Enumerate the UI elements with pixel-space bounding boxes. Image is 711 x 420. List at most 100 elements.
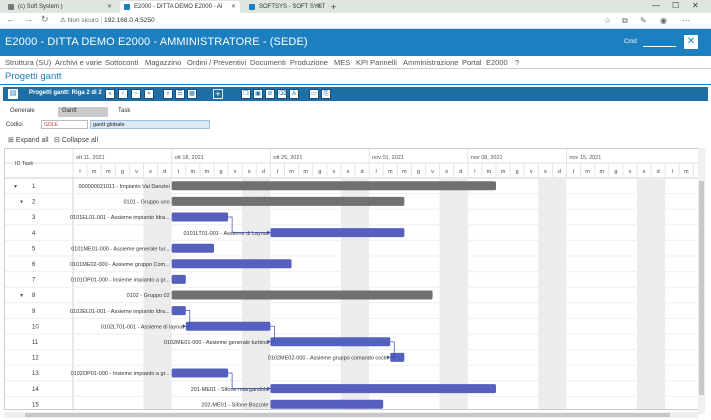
task-bar[interactable] [390,352,405,362]
summary-bar[interactable] [171,196,405,206]
page-title: Progetti gantt [5,71,62,82]
day-letter: m [684,169,689,175]
nav-button[interactable]: ‹ [118,89,128,99]
menu-item[interactable]: Sottoconti [105,58,139,67]
menu-item[interactable]: KPI Pannelli [356,58,397,67]
app-close-button[interactable]: ✕ [684,35,698,49]
weekend-shade [552,178,567,409]
menu-item[interactable]: Documenti [250,58,286,67]
vertical-scroll-thumb[interactable] [699,181,704,395]
maximize-icon[interactable]: ☐ [672,1,680,10]
row-expander-icon[interactable]: ▾ [14,183,17,190]
menu-item[interactable]: Magazzino [145,58,182,67]
cancel-icon[interactable]: ⊘ [265,89,275,99]
dependency-arrow [267,386,271,391]
window-close-icon[interactable]: ✕ [692,1,699,10]
search-icon[interactable]: ⌕ [163,89,173,99]
font-icon[interactable]: A [289,89,299,99]
document-icon[interactable]: ▭ [309,89,319,99]
nav-button[interactable]: » [144,89,154,99]
task-label: 201-ME01 - Sifone miargandola [191,387,270,393]
task-bar[interactable] [171,259,292,269]
task-bar[interactable] [171,306,186,316]
row-id: 10 [32,324,39,330]
task-bar[interactable] [171,243,214,253]
task-bar[interactable] [270,337,391,347]
dependency-arrow [182,324,186,329]
menu-item[interactable]: Archivi e varie [55,58,103,67]
collapse-all-button[interactable]: ⊟ Collapse all [54,137,98,144]
minimize-icon[interactable]: — [652,1,660,10]
menu-item[interactable]: MES [334,58,351,67]
url-field[interactable]: ⚠ Non sicuro | 192.168.0.4:5250 [60,17,155,24]
task-bar[interactable] [270,384,496,394]
print-icon[interactable]: ▤ [8,89,18,99]
expand-all-button[interactable]: ⊞ Expand all [8,137,49,144]
menu-item[interactable]: E2000 [486,58,508,67]
task-bar[interactable] [171,212,229,222]
reload-icon[interactable]: ↻ [41,14,49,24]
browser-tab[interactable]: SOFTSYS - SOFT SYSTEM SRL -✕ [245,1,325,13]
add-icon[interactable]: + [213,89,223,99]
row-expander-icon[interactable]: ▾ [20,292,23,299]
row-id: 9 [32,309,36,315]
browser-tab-label: E2000 - DITTA DEMO E2000 - AI [134,4,223,10]
delete-icon[interactable]: ⌫ [277,89,287,99]
codici-code-field[interactable]: GOLE [41,120,88,129]
task-bar[interactable] [171,368,229,378]
row-id: 11 [32,340,39,346]
tab-gantt[interactable]: Gantt [58,107,108,117]
browser-tab[interactable]: (c) Soft System ) ✕ [4,1,116,13]
copy-icon[interactable]: ❐ [241,89,251,99]
collections-icon[interactable]: ⧉ [622,16,628,25]
day-letter: m [402,169,407,175]
list-icon[interactable]: ☰ [175,89,185,99]
row-id: 1 [32,184,36,190]
browser-tab[interactable]: E2000 - DITTA DEMO E2000 - AI ✕ [120,1,240,13]
day-letter: g [121,169,124,175]
menu-item[interactable]: ? [515,58,520,67]
menu-item[interactable]: Amministrazione [403,58,459,67]
nav-button[interactable]: › [131,89,141,99]
more-icon[interactable]: ⋯ [682,16,690,25]
menu-item[interactable]: Ordini / Preventivi [187,58,247,67]
summary-bar[interactable] [171,290,433,300]
forward-icon[interactable]: → [24,14,33,24]
day-letter: m [501,169,506,175]
tab-close-icon[interactable]: ✕ [230,4,236,10]
attach-icon[interactable]: ⎘ [321,89,331,99]
task-label: 0102ME02-000 - Assieme gruppo comando co… [268,356,388,362]
back-icon[interactable]: ← [6,14,15,24]
nav-button[interactable]: « [105,89,115,99]
extensions-icon[interactable]: ✎ [640,16,647,25]
row-expander-icon[interactable]: ▾ [20,199,23,206]
task-label: 0102 - Gruppo 02 [127,293,170,299]
favorites-icon[interactable]: ☆ [604,16,612,25]
weekend-shade [651,178,666,409]
task-bar[interactable] [171,274,186,284]
tab-favicon-icon [124,4,130,10]
task-bar[interactable] [270,399,384,409]
week-label: nov 01, 2021 [372,155,404,161]
tab-generale[interactable]: Generale [10,108,35,114]
codici-description-field[interactable]: gantt globale [90,120,210,129]
menu-item[interactable]: Struttura (SU) [5,58,52,67]
day-letter: v [234,169,237,175]
profile-icon[interactable]: ◉ [660,16,667,25]
menu-item[interactable]: Produzione [290,58,328,67]
day-letter: m [585,169,590,175]
tab-close-icon[interactable]: ✕ [106,4,112,10]
horizontal-scroll-thumb[interactable] [25,413,670,417]
week-label: nov 15, 2021 [570,155,602,161]
grid-icon[interactable]: ▦ [187,89,197,99]
tab-close-icon[interactable]: ✕ [315,4,321,10]
week-label: nov 08, 2021 [471,155,503,161]
task-bar[interactable] [185,321,271,331]
save-icon[interactable]: ▣ [253,89,263,99]
new-tab-button[interactable]: + [331,2,337,12]
menu-item[interactable]: Portal [462,58,482,67]
summary-bar[interactable] [171,181,496,191]
cmd-input[interactable] [643,38,676,47]
tab-task[interactable]: Task [118,108,131,114]
task-bar[interactable] [270,228,405,238]
